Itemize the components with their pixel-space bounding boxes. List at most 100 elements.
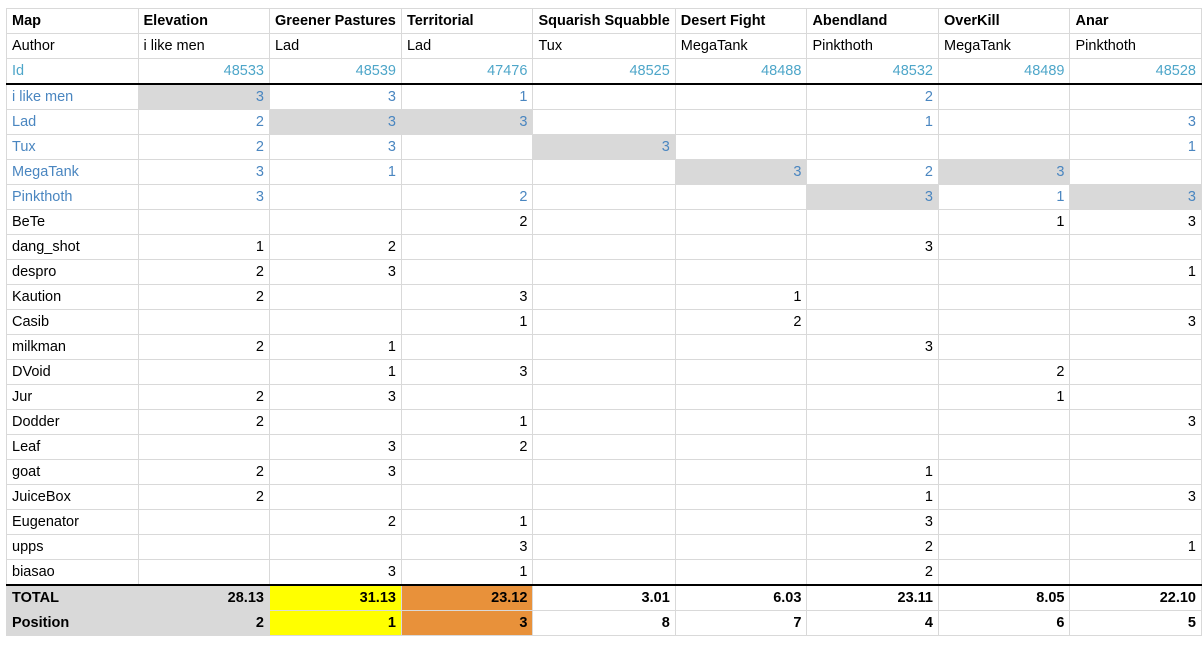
- vote-cell[interactable]: [674, 134, 808, 160]
- total-cell[interactable]: 28.13: [137, 584, 270, 611]
- map-author-cell[interactable]: Pinkthoth: [1069, 33, 1202, 59]
- vote-cell[interactable]: [137, 359, 270, 385]
- vote-cell[interactable]: 3: [137, 83, 270, 110]
- vote-cell[interactable]: [806, 409, 939, 435]
- map-author-cell[interactable]: MegaTank: [937, 33, 1071, 59]
- vote-cell[interactable]: [674, 559, 808, 586]
- vote-cell[interactable]: 1: [1069, 259, 1202, 285]
- vote-cell[interactable]: 2: [806, 534, 939, 560]
- vote-cell[interactable]: 2: [137, 484, 270, 510]
- voter-name-cell[interactable]: Kaution: [6, 284, 139, 310]
- vote-cell[interactable]: 3: [400, 359, 534, 385]
- vote-cell[interactable]: 1: [1069, 134, 1202, 160]
- vote-cell[interactable]: 3: [674, 159, 808, 185]
- vote-cell[interactable]: 3: [1069, 184, 1202, 210]
- total-cell[interactable]: 23.12: [400, 584, 534, 611]
- vote-cell[interactable]: [532, 359, 676, 385]
- vote-cell[interactable]: 1: [400, 559, 534, 586]
- vote-cell[interactable]: 1: [806, 109, 939, 135]
- vote-cell[interactable]: [674, 384, 808, 410]
- vote-cell[interactable]: 2: [937, 359, 1071, 385]
- vote-cell[interactable]: 3: [268, 434, 402, 460]
- vote-cell[interactable]: [1069, 384, 1202, 410]
- vote-cell[interactable]: [937, 559, 1071, 586]
- vote-cell[interactable]: 2: [137, 134, 270, 160]
- vote-cell[interactable]: [1069, 234, 1202, 260]
- vote-cell[interactable]: [532, 409, 676, 435]
- vote-cell[interactable]: 1: [268, 334, 402, 360]
- vote-cell[interactable]: 3: [268, 134, 402, 160]
- vote-cell[interactable]: [400, 459, 534, 485]
- vote-cell[interactable]: [937, 259, 1071, 285]
- vote-cell[interactable]: [532, 234, 676, 260]
- vote-cell[interactable]: [137, 209, 270, 235]
- vote-cell[interactable]: 2: [806, 559, 939, 586]
- voter-name-cell[interactable]: upps: [6, 534, 139, 560]
- vote-cell[interactable]: 1: [268, 159, 402, 185]
- map-id-cell[interactable]: 47476: [400, 58, 534, 85]
- vote-cell[interactable]: [400, 234, 534, 260]
- vote-cell[interactable]: [937, 434, 1071, 460]
- vote-cell[interactable]: [400, 259, 534, 285]
- vote-cell[interactable]: [532, 534, 676, 560]
- id-header-label[interactable]: Id: [6, 58, 139, 85]
- vote-cell[interactable]: [1069, 83, 1202, 110]
- total-cell[interactable]: 6.03: [674, 584, 808, 611]
- vote-cell[interactable]: 2: [400, 434, 534, 460]
- vote-cell[interactable]: [532, 109, 676, 135]
- map-author-cell[interactable]: Lad: [400, 33, 534, 59]
- voter-name-cell[interactable]: Pinkthoth: [6, 184, 139, 210]
- vote-cell[interactable]: [400, 134, 534, 160]
- vote-cell[interactable]: [674, 434, 808, 460]
- voter-name-cell[interactable]: BeTe: [6, 209, 139, 235]
- vote-cell[interactable]: 3: [137, 184, 270, 210]
- vote-cell[interactable]: 1: [674, 284, 808, 310]
- vote-cell[interactable]: 3: [268, 109, 402, 135]
- map-name-cell[interactable]: Desert Fight: [674, 8, 808, 34]
- vote-cell[interactable]: 2: [806, 159, 939, 185]
- vote-cell[interactable]: [937, 234, 1071, 260]
- vote-cell[interactable]: [674, 359, 808, 385]
- vote-cell[interactable]: [937, 459, 1071, 485]
- vote-cell[interactable]: [532, 434, 676, 460]
- map-id-cell[interactable]: 48539: [268, 58, 402, 85]
- vote-cell[interactable]: 3: [1069, 409, 1202, 435]
- voter-name-cell[interactable]: i like men: [6, 83, 139, 110]
- vote-cell[interactable]: [1069, 359, 1202, 385]
- vote-cell[interactable]: [937, 534, 1071, 560]
- vote-cell[interactable]: [400, 334, 534, 360]
- vote-cell[interactable]: [1069, 334, 1202, 360]
- vote-cell[interactable]: 3: [268, 559, 402, 586]
- position-cell[interactable]: 4: [806, 610, 939, 636]
- position-cell[interactable]: 8: [532, 610, 676, 636]
- total-cell[interactable]: 22.10: [1069, 584, 1202, 611]
- vote-cell[interactable]: [532, 83, 676, 110]
- vote-cell[interactable]: 1: [806, 459, 939, 485]
- vote-cell[interactable]: [674, 259, 808, 285]
- vote-cell[interactable]: [532, 209, 676, 235]
- vote-cell[interactable]: 3: [1069, 309, 1202, 335]
- vote-cell[interactable]: 3: [1069, 209, 1202, 235]
- vote-cell[interactable]: [137, 534, 270, 560]
- vote-cell[interactable]: [400, 384, 534, 410]
- vote-cell[interactable]: 2: [806, 83, 939, 110]
- vote-cell[interactable]: [532, 284, 676, 310]
- map-name-cell[interactable]: Anar: [1069, 8, 1202, 34]
- vote-cell[interactable]: [1069, 434, 1202, 460]
- map-id-cell[interactable]: 48533: [137, 58, 270, 85]
- vote-cell[interactable]: [400, 159, 534, 185]
- vote-cell[interactable]: 3: [806, 184, 939, 210]
- vote-cell[interactable]: [532, 259, 676, 285]
- map-author-cell[interactable]: Lad: [268, 33, 402, 59]
- vote-cell[interactable]: [268, 309, 402, 335]
- vote-cell[interactable]: 3: [268, 259, 402, 285]
- position-cell[interactable]: 7: [674, 610, 808, 636]
- vote-cell[interactable]: 3: [137, 159, 270, 185]
- vote-cell[interactable]: 1: [937, 384, 1071, 410]
- vote-cell[interactable]: [674, 534, 808, 560]
- vote-cell[interactable]: [806, 284, 939, 310]
- position-label[interactable]: Position: [6, 610, 139, 636]
- voter-name-cell[interactable]: MegaTank: [6, 159, 139, 185]
- position-cell[interactable]: 5: [1069, 610, 1202, 636]
- vote-cell[interactable]: [1069, 459, 1202, 485]
